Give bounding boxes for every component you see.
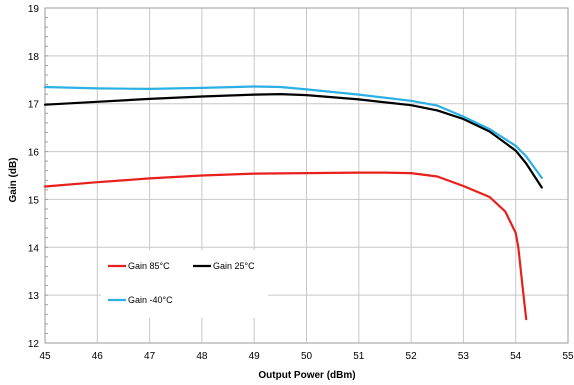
series-line [43, 85, 543, 179]
y-tick-label: 16 [28, 148, 40, 159]
x-tick-label: 47 [144, 351, 156, 362]
legend-box [101, 250, 268, 318]
y-tick-label: 18 [28, 52, 40, 63]
y-tick-label: 17 [28, 100, 40, 111]
series-lines [43, 85, 543, 321]
legend-label: Gain -40°C [128, 295, 173, 305]
x-tick-label: 48 [196, 351, 208, 362]
y-tick-label: 14 [28, 243, 40, 254]
legend-label: Gain 25°C [213, 261, 255, 271]
x-tick-label: 45 [39, 351, 51, 362]
legend-label: Gain 85°C [128, 261, 170, 271]
y-tick-label: 15 [28, 195, 40, 206]
x-tick-label: 54 [510, 351, 522, 362]
x-tick-label: 46 [92, 351, 104, 362]
y-tick-label: 19 [28, 4, 40, 15]
x-tick-label: 51 [353, 351, 365, 362]
series-line [43, 171, 528, 321]
x-tick-label: 50 [301, 351, 313, 362]
axes: 45 46 47 48 49 50 51 52 53 54 55 12 13 14 15 16 17 18 19 [28, 4, 574, 362]
y-tick-label: 12 [28, 339, 40, 350]
plot-frame [44, 7, 569, 344]
x-tick-label: 53 [458, 351, 470, 362]
x-axis-title: Output Power (dBm) [258, 370, 355, 381]
y-axis-title: Gain (dB) [8, 158, 19, 203]
grid [45, 8, 568, 343]
x-tick-label: 55 [562, 351, 574, 362]
series-line [43, 92, 543, 189]
y-tick-label: 13 [28, 291, 40, 302]
x-tick-label: 52 [406, 351, 418, 362]
legend: Gain 85°C Gain 25°C Gain -40°C [101, 250, 268, 318]
x-tick-label: 49 [249, 351, 261, 362]
